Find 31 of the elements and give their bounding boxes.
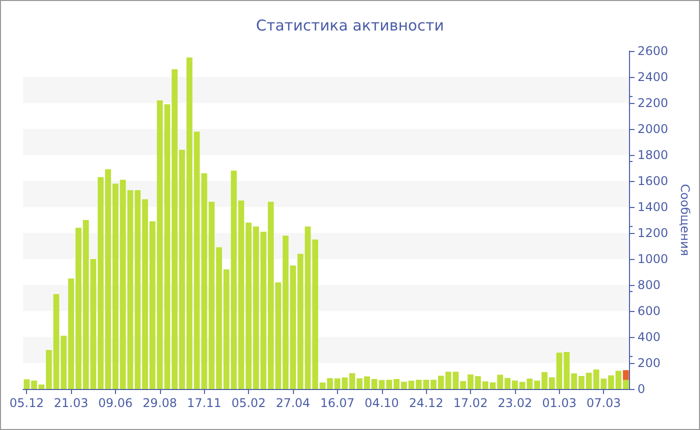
x-tick-label: 17.02 bbox=[453, 396, 488, 410]
y-tick-label: 1000 bbox=[638, 252, 668, 266]
y-tick-label: 2400 bbox=[638, 70, 668, 84]
chart-title: Статистика активности bbox=[256, 16, 444, 34]
x-tick-label: 09.06 bbox=[98, 396, 133, 410]
x-tick-label: 27.04 bbox=[276, 396, 310, 410]
y-tick-label: 1400 bbox=[638, 200, 668, 214]
y-tick-label: 1600 bbox=[638, 174, 668, 188]
y-tick-label: 2600 bbox=[638, 44, 668, 58]
x-tick-label: 04.10 bbox=[364, 396, 399, 410]
y-tick-label: 1200 bbox=[638, 226, 668, 240]
y-tick-label: 800 bbox=[638, 278, 660, 292]
y-tick-label: 400 bbox=[638, 330, 660, 344]
x-tick-label: 16.07 bbox=[320, 396, 355, 410]
x-tick-label: 17.11 bbox=[187, 396, 222, 410]
x-tick-label: 21.03 bbox=[54, 396, 88, 410]
y-tick-label: 600 bbox=[638, 304, 660, 318]
x-tick-label: 01.03 bbox=[542, 396, 576, 410]
x-tick-label: 23.02 bbox=[498, 396, 532, 410]
y-tick-label: 2200 bbox=[638, 96, 668, 110]
x-tick-label: 05.12 bbox=[10, 396, 44, 410]
y-tick-label: 2000 bbox=[638, 122, 668, 136]
y-tick-label: 0 bbox=[638, 382, 646, 396]
y-tick-label: 1800 bbox=[638, 148, 668, 162]
x-tick-label: 05.02 bbox=[231, 396, 266, 410]
x-tick-label: 29.08 bbox=[142, 396, 178, 410]
y-tick-label: 200 bbox=[638, 356, 660, 370]
y-axis-title: Сообщения bbox=[678, 184, 692, 256]
x-tick-label: 24.12 bbox=[408, 396, 444, 410]
bar bbox=[622, 370, 629, 380]
x-tick-label: 07.03 bbox=[586, 396, 621, 410]
